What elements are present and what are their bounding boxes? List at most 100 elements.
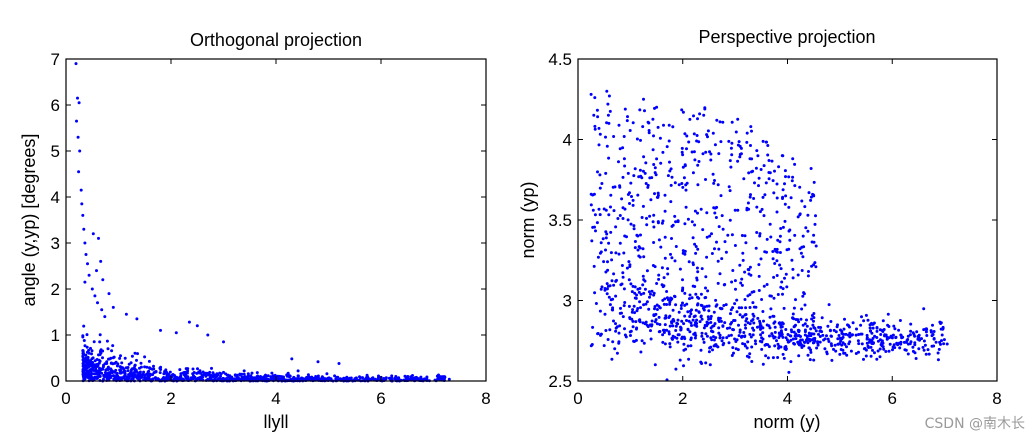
right-data-point	[651, 117, 655, 121]
right-data-point	[674, 367, 678, 371]
right-data-point	[915, 330, 919, 334]
left-data-point	[255, 371, 259, 375]
left-data-point	[119, 376, 122, 380]
right-data-point	[642, 341, 646, 345]
right-data-point	[799, 335, 802, 338]
right-data-point	[679, 328, 683, 332]
right-data-point	[871, 342, 875, 345]
right-data-point	[844, 332, 848, 336]
left-data-point	[191, 372, 195, 376]
right-data-point	[830, 358, 834, 362]
right-data-point	[718, 333, 722, 337]
left-data-point	[262, 375, 266, 379]
right-data-point	[598, 173, 602, 177]
right-data-point	[757, 289, 761, 292]
right-data-point	[719, 194, 723, 198]
right-data-point	[899, 334, 903, 337]
right-data-point	[797, 320, 801, 324]
left-data-point	[219, 374, 222, 378]
right-data-point	[735, 310, 739, 314]
right-data-point	[723, 283, 727, 286]
left-data-point	[287, 375, 291, 379]
right-data-point	[696, 211, 699, 215]
right-data-point	[696, 117, 699, 121]
right-data-point	[709, 314, 713, 318]
right-data-point	[773, 325, 777, 329]
right-data-point	[787, 247, 791, 251]
right-data-point	[771, 356, 775, 360]
right-data-point	[716, 281, 720, 285]
right-data-point	[833, 343, 837, 347]
right-data-point	[630, 195, 633, 198]
right-data-point	[699, 292, 703, 296]
right-data-point	[700, 304, 704, 308]
right-data-point	[930, 344, 934, 348]
left-data-point	[233, 373, 237, 377]
right-data-point	[744, 306, 748, 310]
right-data-point	[811, 341, 815, 345]
left-data-point	[404, 375, 408, 379]
right-data-point	[812, 193, 815, 197]
right-data-point	[924, 327, 927, 331]
right-data-point	[788, 238, 792, 242]
right-data-point	[610, 279, 614, 283]
left-data-point	[296, 374, 300, 378]
right-data-point	[743, 270, 747, 274]
right-data-point	[790, 258, 794, 262]
right-data-point	[884, 350, 888, 353]
right-data-point	[825, 352, 829, 356]
right-data-point	[668, 302, 672, 306]
right-data-point	[770, 332, 774, 336]
left-data-point	[222, 370, 225, 374]
right-data-point	[704, 275, 708, 279]
right-data-point	[800, 245, 804, 249]
right-data-point	[639, 138, 642, 142]
right-data-point	[871, 336, 875, 340]
right-data-point	[697, 140, 701, 144]
right-data-point	[812, 240, 816, 244]
right-data-point	[644, 161, 648, 165]
left-data-point	[437, 373, 440, 377]
right-data-point	[699, 348, 703, 352]
right-data-point	[612, 319, 615, 323]
right-data-point	[681, 286, 685, 290]
right-data-point	[655, 322, 659, 326]
right-data-point	[732, 351, 735, 355]
left-data-point	[337, 362, 341, 365]
right-data-point	[753, 339, 757, 343]
right-data-point	[800, 346, 804, 349]
right-data-point	[920, 337, 923, 341]
right-data-point	[607, 121, 611, 125]
right-data-point	[686, 310, 690, 314]
right-data-point	[779, 227, 783, 230]
right-data-point	[717, 225, 721, 229]
right-data-point	[713, 143, 717, 147]
right-data-point	[793, 324, 797, 328]
right-data-point	[649, 198, 653, 202]
right-data-point	[693, 209, 697, 213]
right-data-point	[636, 193, 640, 197]
right-data-point	[856, 339, 860, 343]
right-data-point	[898, 319, 902, 322]
right-data-point	[607, 94, 611, 98]
right-data-point	[621, 146, 625, 150]
left-data-point	[101, 356, 104, 360]
right-data-point	[680, 146, 684, 150]
right-data-point	[603, 288, 607, 292]
left-data-point	[82, 339, 86, 342]
right-data-point	[690, 324, 693, 327]
right-data-point	[711, 348, 714, 352]
right-data-point	[848, 335, 852, 339]
right-data-point	[611, 297, 615, 301]
right-data-point	[612, 209, 616, 213]
right-data-point	[942, 342, 946, 346]
left-data-point	[78, 149, 82, 153]
right-data-point	[705, 324, 709, 328]
right-data-point	[625, 235, 628, 239]
right-x-tick-label: 2	[678, 389, 687, 408]
left-data-point	[81, 364, 85, 368]
right-data-point	[653, 307, 656, 311]
right-data-point	[669, 298, 673, 302]
left-data-point	[98, 374, 102, 378]
right-data-point	[605, 287, 609, 291]
